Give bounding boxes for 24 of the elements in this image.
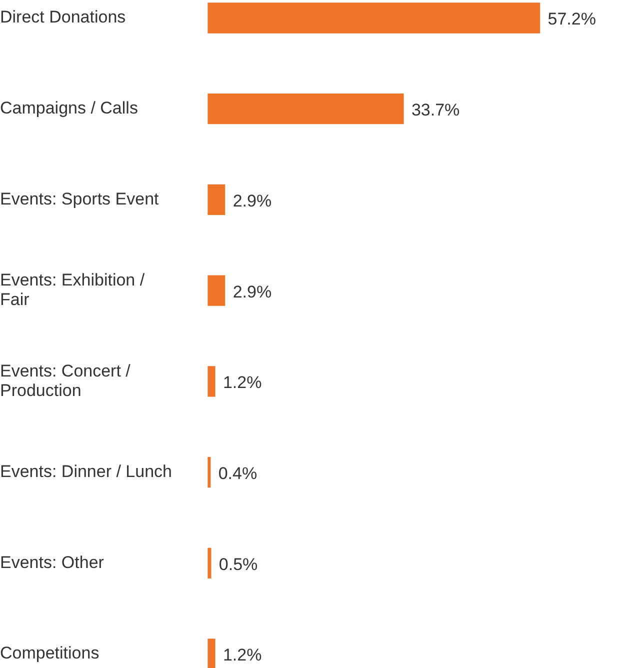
bar [208, 366, 216, 397]
y-tick-label: Competitions [0, 644, 100, 663]
bar [208, 638, 216, 668]
y-tick-label: Events: Sports Event [0, 189, 160, 208]
data-label: 1.2% [222, 373, 262, 392]
data-label: 1.2% [222, 646, 262, 665]
data-label: 2.9% [232, 191, 272, 210]
bar [208, 548, 212, 578]
bar [208, 2, 540, 34]
y-tick-label: Events: Dinner / Lunch [0, 462, 172, 481]
y-tick-label: Direct Donations [0, 8, 126, 27]
y-tick-label: Campaigns / Calls [0, 98, 138, 118]
y-tick-label: Events: Other [0, 552, 104, 572]
y-tick-label: Events: Concert / Production [0, 361, 131, 400]
data-label: 2.9% [232, 282, 272, 302]
data-label: 0.4% [218, 464, 258, 483]
bar [208, 456, 211, 488]
data-label: 0.5% [218, 554, 258, 574]
data-label: 33.7% [411, 100, 460, 120]
data-label: 57.2% [548, 10, 596, 29]
y-tick-label: Events: Exhibition / Fair [0, 270, 145, 310]
bar [208, 94, 404, 124]
bar [208, 275, 226, 306]
bar [208, 184, 226, 216]
